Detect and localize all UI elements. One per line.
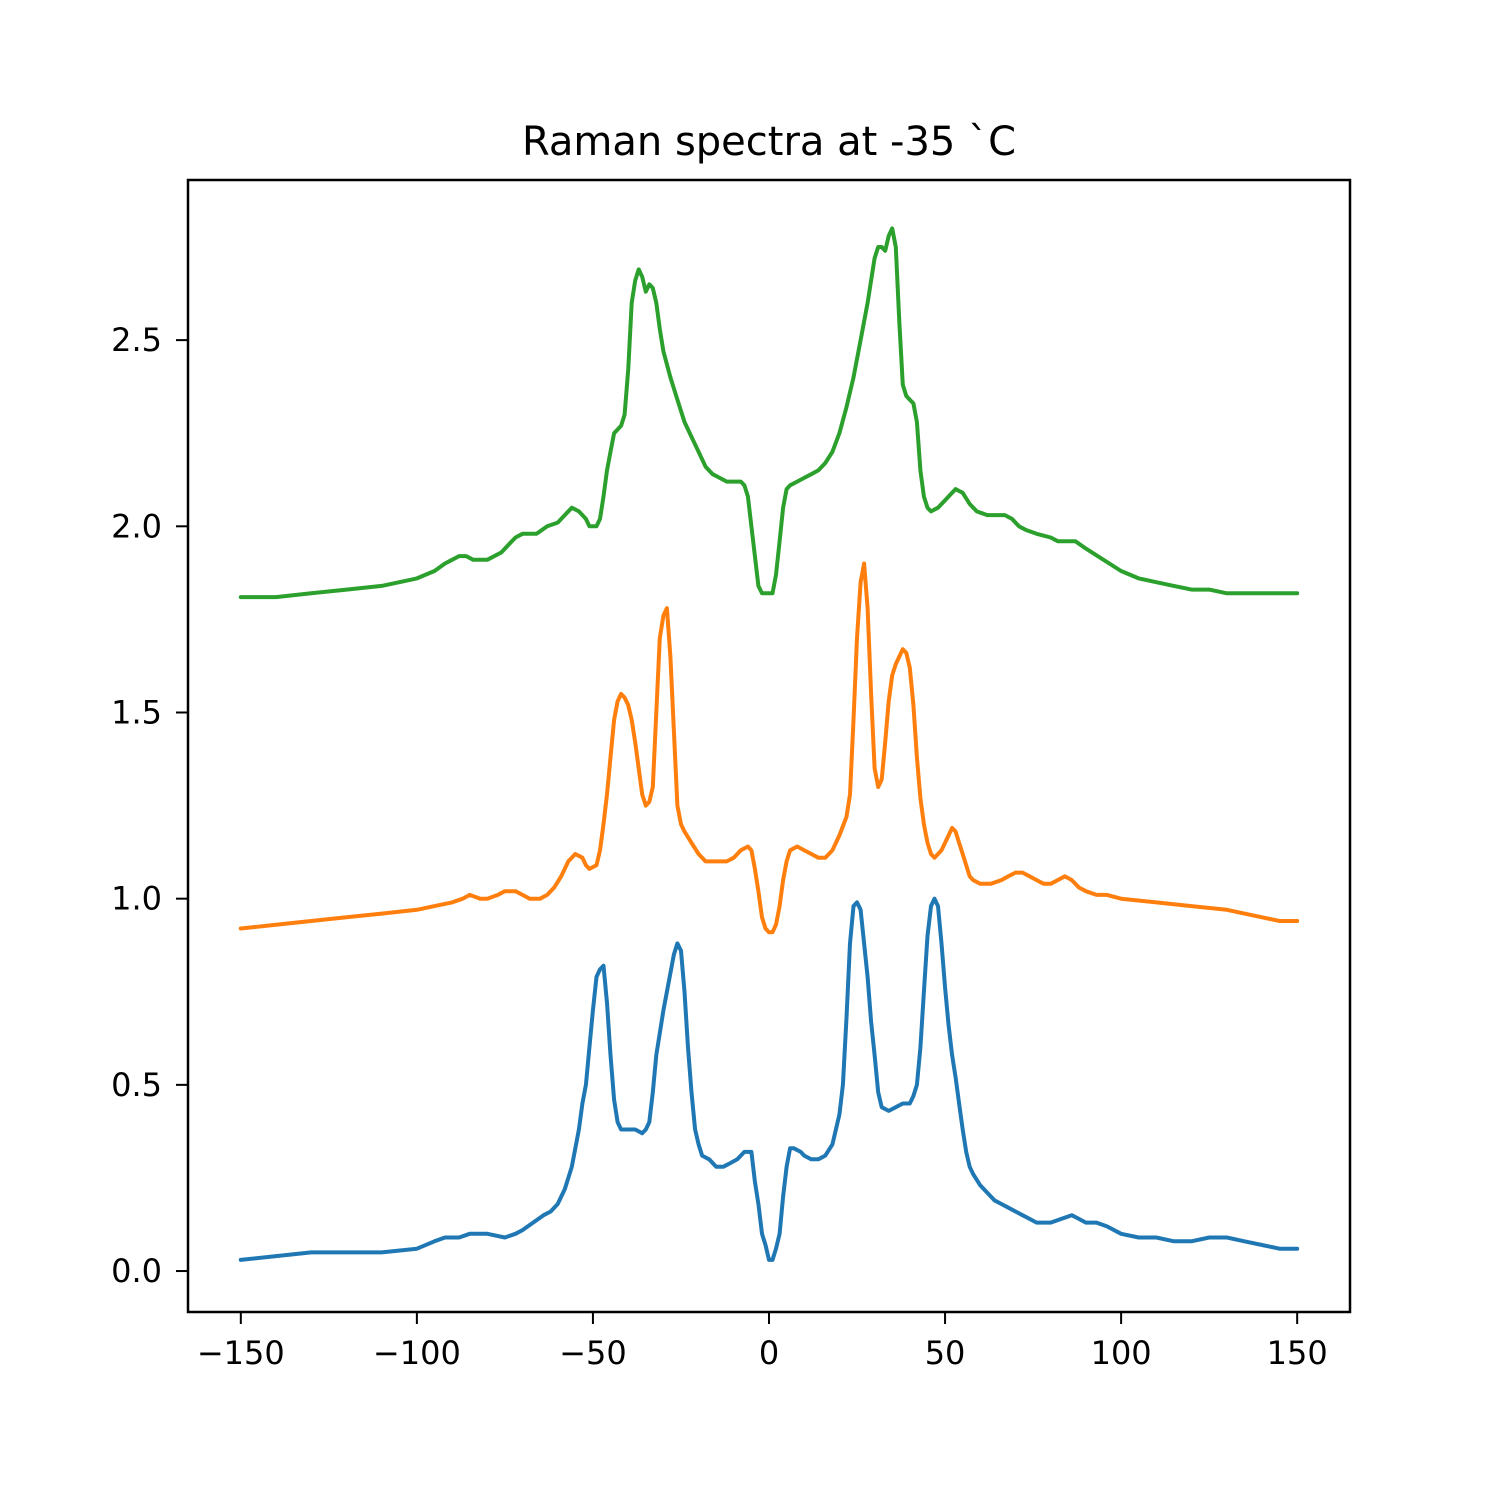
y-tick-label: 2.5 bbox=[111, 321, 162, 359]
y-tick-label: 0.5 bbox=[111, 1066, 162, 1104]
series-line-2 bbox=[238, 561, 1300, 935]
y-tick-label: 1.5 bbox=[111, 693, 162, 731]
y-tick-label: 0.0 bbox=[111, 1252, 162, 1290]
y-tick-label: 2.0 bbox=[111, 507, 162, 545]
x-axis: −150 −100 −50 0 50 100 150 bbox=[197, 1312, 1328, 1372]
x-tick-label: 100 bbox=[1091, 1334, 1152, 1372]
series-line-3 bbox=[238, 226, 1300, 600]
series-layer bbox=[238, 226, 1300, 1262]
series-line-1 bbox=[238, 896, 1300, 1262]
x-tick-label: −50 bbox=[559, 1334, 627, 1372]
x-tick-label: 0 bbox=[759, 1334, 779, 1372]
x-tick-label: −100 bbox=[373, 1334, 461, 1372]
x-tick-label: 150 bbox=[1267, 1334, 1328, 1372]
y-axis: 0.0 0.5 1.0 1.5 2.0 2.5 bbox=[111, 321, 188, 1290]
x-tick-label: −150 bbox=[197, 1334, 285, 1372]
x-tick-label: 50 bbox=[925, 1334, 966, 1372]
chart-title: Raman spectra at -35 `C bbox=[522, 119, 1016, 165]
y-tick-label: 1.0 bbox=[111, 880, 162, 918]
